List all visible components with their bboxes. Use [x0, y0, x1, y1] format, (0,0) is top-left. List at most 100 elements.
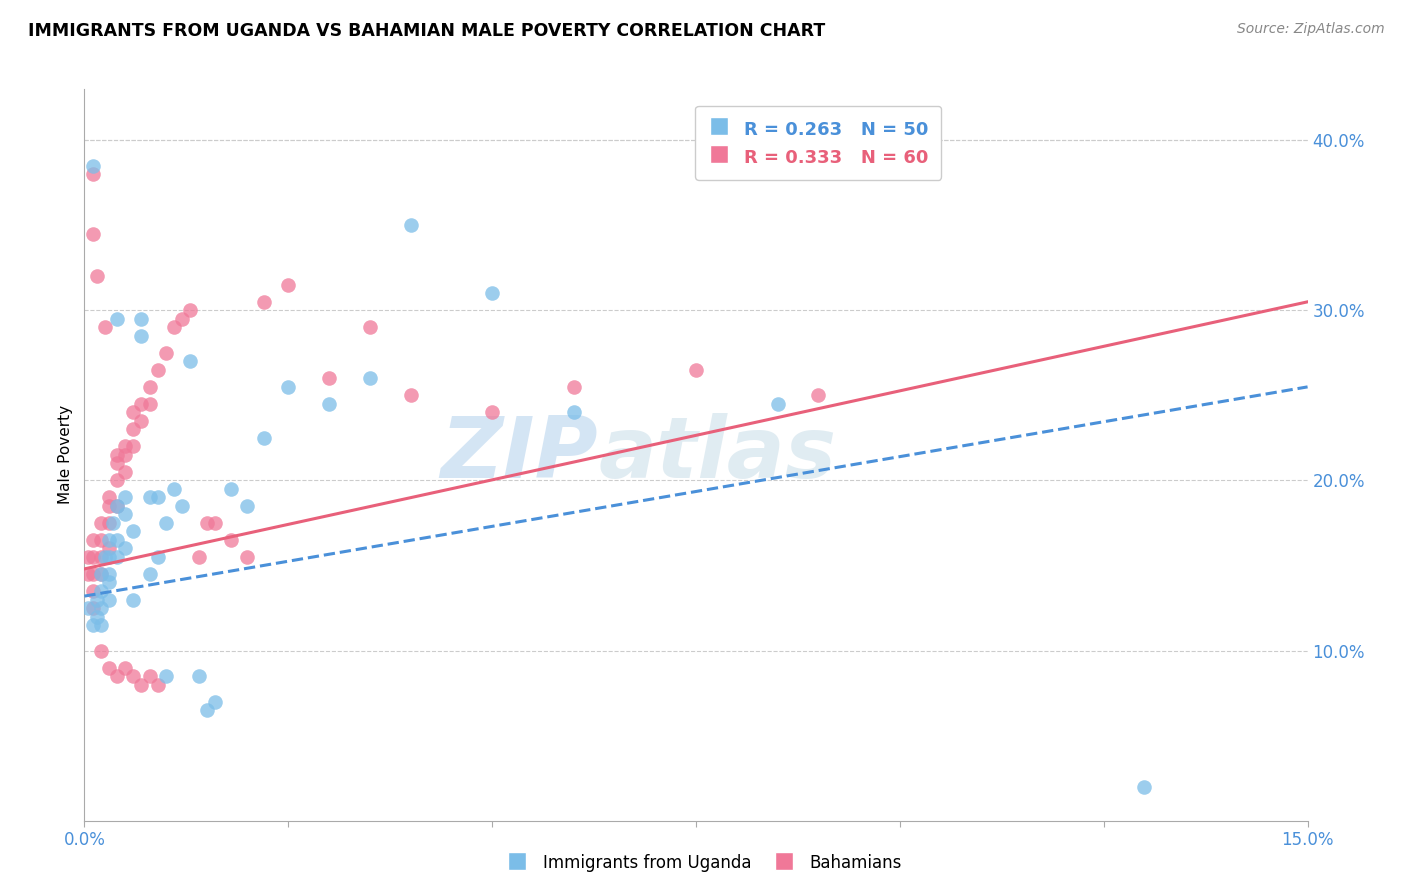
Legend: R = 0.263   N = 50, R = 0.333   N = 60: R = 0.263 N = 50, R = 0.333 N = 60 [696, 105, 941, 180]
Point [105, 669, 128, 683]
Point [146, 549, 169, 564]
Point [481, 405, 503, 419]
Point [82, 584, 104, 599]
Point [766, 397, 789, 411]
Point [253, 431, 276, 445]
Point [236, 499, 259, 513]
Point [90, 584, 112, 599]
Point [807, 388, 830, 402]
Point [93, 549, 117, 564]
Legend: Immigrants from Uganda, Bahamians: Immigrants from Uganda, Bahamians [498, 847, 908, 880]
Point [195, 516, 218, 530]
Point [172, 311, 194, 326]
Point [1133, 780, 1156, 794]
Text: ZIP: ZIP [440, 413, 598, 497]
Point [97, 575, 120, 590]
Point [163, 320, 186, 334]
Point [277, 380, 299, 394]
Point [122, 669, 145, 683]
Point [219, 482, 242, 496]
Point [97, 592, 120, 607]
Point [481, 286, 503, 301]
Point [90, 566, 112, 581]
Point [105, 499, 128, 513]
Point [97, 491, 120, 505]
Point [105, 457, 128, 471]
Point [114, 439, 136, 453]
Point [90, 549, 112, 564]
Point [146, 491, 169, 505]
Point [105, 474, 128, 488]
Text: IMMIGRANTS FROM UGANDA VS BAHAMIAN MALE POVERTY CORRELATION CHART: IMMIGRANTS FROM UGANDA VS BAHAMIAN MALE … [28, 22, 825, 40]
Point [562, 380, 585, 394]
Point [155, 346, 177, 360]
Point [131, 397, 153, 411]
Point [105, 533, 128, 547]
Point [179, 303, 201, 318]
Point [105, 448, 128, 462]
Point [179, 354, 201, 368]
Point [114, 448, 136, 462]
Text: atlas: atlas [598, 413, 837, 497]
Point [685, 363, 707, 377]
Point [90, 643, 112, 657]
Point [318, 371, 340, 385]
Point [138, 491, 160, 505]
Point [219, 533, 242, 547]
Point [146, 677, 169, 691]
Point [77, 601, 100, 615]
Point [122, 439, 145, 453]
Point [114, 465, 136, 479]
Point [187, 669, 209, 683]
Point [105, 499, 128, 513]
Point [82, 533, 104, 547]
Point [122, 524, 145, 539]
Point [204, 695, 226, 709]
Point [77, 549, 100, 564]
Point [236, 549, 259, 564]
Point [359, 320, 381, 334]
Point [90, 566, 112, 581]
Point [97, 499, 120, 513]
Point [562, 405, 585, 419]
Point [172, 499, 194, 513]
Point [399, 388, 422, 402]
Point [155, 669, 177, 683]
Point [86, 609, 108, 624]
Point [97, 660, 120, 674]
Point [138, 397, 160, 411]
Point [114, 508, 136, 522]
Point [131, 329, 153, 343]
Point [138, 380, 160, 394]
Point [122, 405, 145, 419]
Point [82, 566, 104, 581]
Point [77, 566, 100, 581]
Point [399, 219, 422, 233]
Point [138, 669, 160, 683]
Point [253, 294, 276, 309]
Point [105, 549, 128, 564]
Point [131, 414, 153, 428]
Point [82, 227, 104, 241]
Point [90, 516, 112, 530]
Text: Source: ZipAtlas.com: Source: ZipAtlas.com [1237, 22, 1385, 37]
Point [114, 541, 136, 556]
Point [90, 618, 112, 632]
Point [101, 516, 124, 530]
Point [105, 311, 128, 326]
Point [163, 482, 186, 496]
Point [138, 566, 160, 581]
Point [90, 601, 112, 615]
Point [187, 549, 209, 564]
Point [114, 660, 136, 674]
Point [90, 533, 112, 547]
Point [122, 422, 145, 436]
Point [82, 549, 104, 564]
Point [86, 269, 108, 284]
Point [93, 320, 117, 334]
Point [131, 677, 153, 691]
Point [86, 592, 108, 607]
Point [155, 516, 177, 530]
Point [131, 311, 153, 326]
Point [204, 516, 226, 530]
